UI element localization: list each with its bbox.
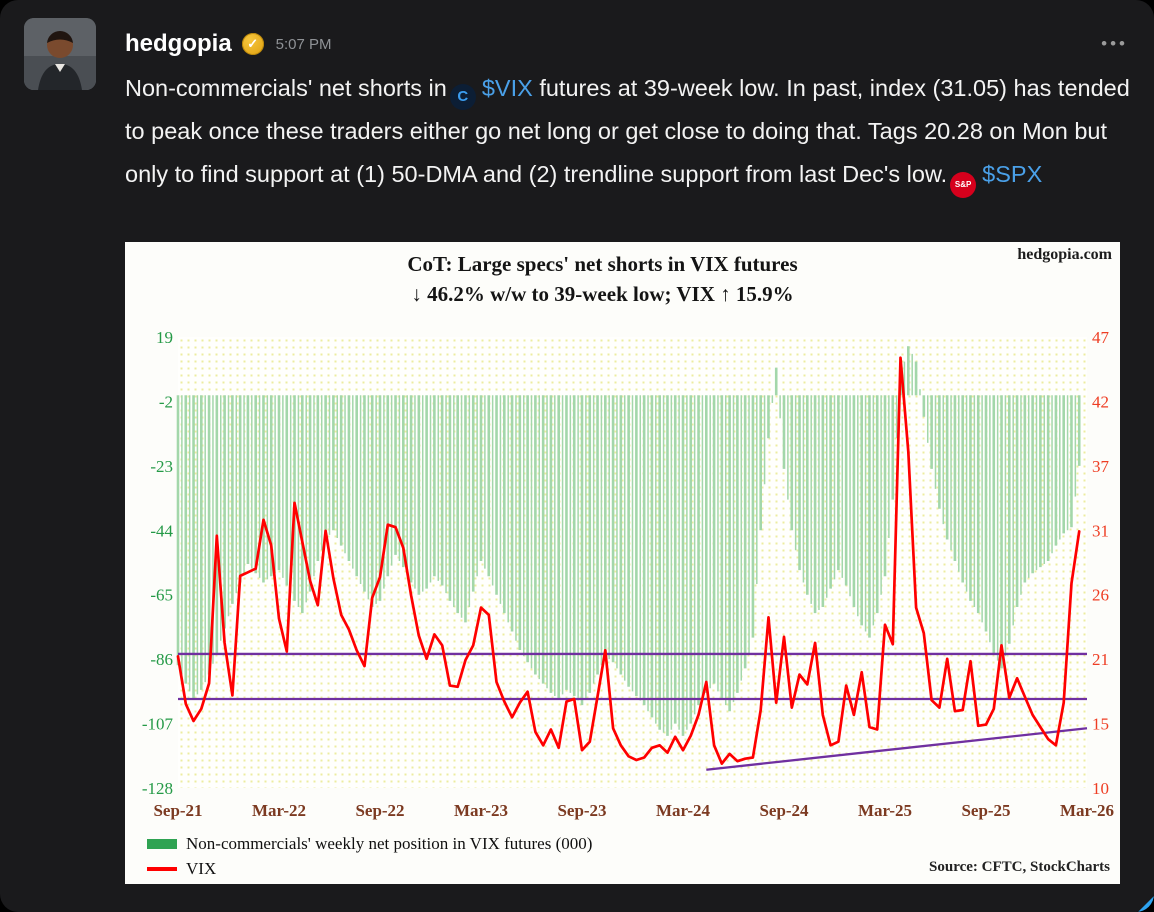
cboe-icon: C xyxy=(449,83,476,110)
corner-accent xyxy=(1138,896,1154,912)
verified-badge-icon: ✓ xyxy=(241,33,264,55)
legend-line-label: VIX xyxy=(186,858,217,878)
svg-text:Mar-26: Mar-26 xyxy=(1060,801,1114,820)
support-lines xyxy=(178,652,1088,771)
svg-text:Sep-23: Sep-23 xyxy=(557,801,606,820)
svg-text:-128: -128 xyxy=(142,779,173,798)
legend-row-vix: VIX xyxy=(147,856,592,881)
svg-text:Sep-25: Sep-25 xyxy=(961,801,1010,820)
svg-text:31: 31 xyxy=(1092,521,1109,540)
svg-text:42: 42 xyxy=(1092,392,1109,411)
chart-subtitle: ↓ 46.2% w/w to 39-week low; VIX ↑ 15.9% xyxy=(411,282,794,306)
svg-text:26: 26 xyxy=(1092,586,1109,605)
svg-text:-86: -86 xyxy=(150,650,173,669)
svg-text:Sep-21: Sep-21 xyxy=(153,801,202,820)
left-axis-labels: 19 -2 -23 -44 -65 -86 -107 -128 xyxy=(142,328,174,798)
legend-bar-swatch xyxy=(147,838,177,849)
svg-text:15: 15 xyxy=(1092,715,1109,734)
chart-title: CoT: Large specs' net shorts in VIX futu… xyxy=(407,252,798,276)
plot-svg: 19 -2 -23 -44 -65 -86 -107 -128 47 42 37 31 26 21 15 10… xyxy=(142,328,1114,820)
author-name[interactable]: hedgopia xyxy=(125,30,232,57)
chart-image[interactable]: 19 -2 -23 -44 -65 -86 -107 -128 47 42 37 31 26 21 15 10… xyxy=(125,242,1120,884)
svg-text:-23: -23 xyxy=(150,457,173,476)
right-axis-labels: 47 42 37 31 26 21 15 10 xyxy=(1092,328,1110,798)
vix-line xyxy=(176,356,1081,765)
chart-source: Source: CFTC, StockCharts xyxy=(929,859,1110,875)
svg-text:Mar-24: Mar-24 xyxy=(656,801,711,820)
post-text: Non-commercials' net shorts in C $VIX futu… xyxy=(125,67,1131,198)
svg-text:-44: -44 xyxy=(150,521,173,540)
chart-watermark: hedgopia.com xyxy=(1017,246,1112,263)
post-header: hedgopia ✓ 5:07 PM xyxy=(125,30,332,58)
trendline-support xyxy=(706,727,1088,771)
legend-row-net-position: Non-commercials' weekly net position in … xyxy=(147,831,592,856)
svg-text:-2: -2 xyxy=(159,392,173,411)
svg-text:37: 37 xyxy=(1092,457,1110,476)
svg-text:Mar-23: Mar-23 xyxy=(454,801,508,820)
svg-text:10: 10 xyxy=(1092,779,1109,798)
sp500-icon: S&P xyxy=(950,172,977,198)
avatar[interactable] xyxy=(24,18,96,90)
legend-bar-label: Non-commercials' weekly net position in … xyxy=(186,833,593,853)
svg-text:Mar-22: Mar-22 xyxy=(252,801,306,820)
legend-line-swatch xyxy=(147,866,177,871)
x-axis-labels: Sep-21 Mar-22 Sep-22 Mar-23 Sep-23 Mar-24 Sep-… xyxy=(153,801,1114,820)
cashtag-vix[interactable]: $VIX xyxy=(481,75,533,101)
cashtag-spx[interactable]: $SPX xyxy=(982,161,1043,187)
svg-text:Mar-25: Mar-25 xyxy=(858,801,912,820)
timestamp: 5:07 PM xyxy=(275,35,332,53)
svg-text:47: 47 xyxy=(1092,328,1110,347)
avatar-image xyxy=(24,18,96,90)
svg-text:Sep-22: Sep-22 xyxy=(355,801,404,820)
svg-text:-107: -107 xyxy=(142,715,174,734)
chart-legend: Non-commercials' weekly net position in … xyxy=(147,831,592,881)
svg-text:21: 21 xyxy=(1092,650,1109,669)
svg-text:-65: -65 xyxy=(150,586,173,605)
post-menu-button[interactable]: ••• xyxy=(1101,34,1128,53)
svg-text:19: 19 xyxy=(156,328,173,347)
svg-text:Sep-24: Sep-24 xyxy=(759,801,809,820)
